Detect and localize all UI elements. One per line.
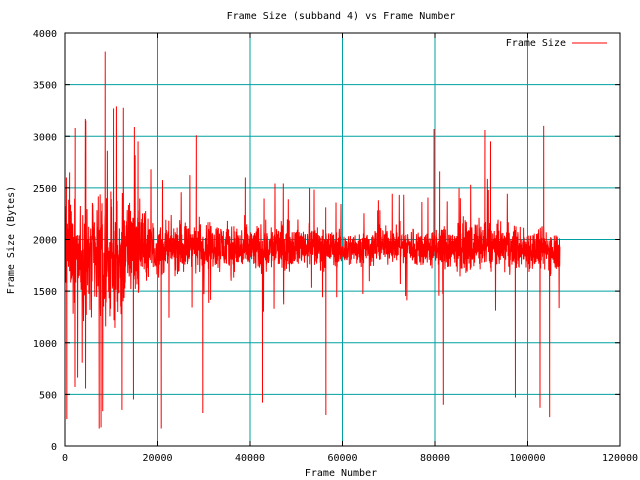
- x-axis-label: Frame Number: [305, 468, 377, 479]
- y-tick-label: 1000: [33, 339, 57, 350]
- axis-ticks: [64, 32, 621, 447]
- x-tick-label: 80000: [420, 453, 450, 464]
- chart-title: Frame Size (subband 4) vs Frame Number: [227, 11, 456, 22]
- x-tick-label: 0: [62, 453, 68, 464]
- x-tick-label: 100000: [509, 453, 545, 464]
- legend: Frame Size: [506, 38, 607, 49]
- x-tick-label: 120000: [602, 453, 638, 464]
- y-tick-label: 2500: [33, 184, 57, 195]
- y-tick-label: 3500: [33, 81, 57, 92]
- y-tick-label: 500: [39, 390, 57, 401]
- y-tick-label: 4000: [33, 29, 57, 40]
- x-tick-label: 60000: [327, 453, 357, 464]
- x-tick-labels: 0 20000 40000 60000 80000 100000 120000: [62, 453, 638, 464]
- frame-size-series: [64, 51, 561, 429]
- x-tick-label: 20000: [142, 453, 172, 464]
- y-tick-label: 1500: [33, 287, 57, 298]
- x-tick-label: 40000: [235, 453, 265, 464]
- y-tick-label: 0: [51, 442, 57, 453]
- y-tick-labels: 0 500 1000 1500 2000 2500 3000 3500 4000: [33, 29, 57, 453]
- y-tick-label: 3000: [33, 132, 57, 143]
- legend-entry-label: Frame Size: [506, 38, 566, 49]
- frame-size-line: [64, 51, 561, 429]
- y-axis-label: Frame Size (Bytes): [6, 186, 17, 294]
- y-tick-label: 2000: [33, 236, 57, 247]
